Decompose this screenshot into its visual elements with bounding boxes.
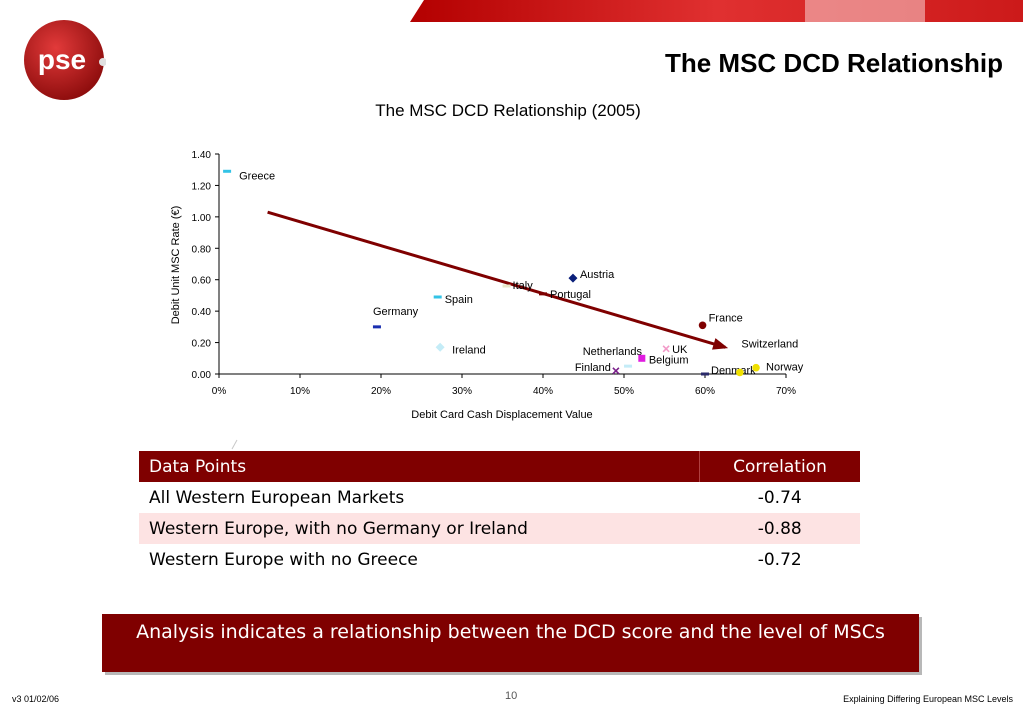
data-point-italy: Italy bbox=[502, 280, 534, 292]
point-label: Denmark bbox=[711, 365, 756, 377]
point-marker bbox=[662, 345, 670, 353]
data-point-switzerland: Switzerland bbox=[736, 338, 798, 377]
column-header-data-points: Data Points bbox=[139, 451, 700, 482]
column-header-correlation: Correlation bbox=[699, 451, 860, 482]
data-point-ireland: Ireland bbox=[435, 342, 486, 356]
point-label: Germany bbox=[373, 306, 419, 318]
trend-layer bbox=[267, 210, 729, 350]
header-banner bbox=[410, 0, 1023, 22]
x-tick-label: 20% bbox=[371, 386, 391, 397]
table-row: Western Europe with no Greece -0.72 bbox=[139, 544, 860, 575]
footer-version: v3 01/02/06 bbox=[12, 694, 60, 704]
trend-line bbox=[267, 210, 726, 349]
points-layer: Greece Germany Spain Ireland Italy Portugal Au… bbox=[223, 169, 804, 377]
row-correlation: -0.88 bbox=[699, 513, 860, 544]
point-label: Norway bbox=[766, 362, 804, 374]
y-tick-label: 0.60 bbox=[192, 276, 212, 287]
point-label: France bbox=[709, 312, 743, 324]
x-tick-label: 30% bbox=[452, 386, 472, 397]
data-point-portugal: Portugal bbox=[539, 289, 591, 301]
x-tick-label: 50% bbox=[614, 386, 634, 397]
row-label: All Western European Markets bbox=[149, 487, 405, 508]
data-point-finland: Finland bbox=[575, 362, 620, 375]
point-marker bbox=[223, 169, 232, 173]
slide-title: The MSC DCD Relationship bbox=[664, 48, 1003, 78]
y-tick-label: 0.40 bbox=[192, 307, 212, 318]
table-row: Western Europe, with no Germany or Irela… bbox=[139, 513, 860, 544]
data-point-belgium: Belgium bbox=[638, 354, 689, 366]
y-tick-label: 0.00 bbox=[192, 370, 212, 381]
point-marker bbox=[698, 321, 707, 330]
table-header-row: Data Points Correlation bbox=[139, 451, 860, 482]
summary-callout: Analysis indicates a relationship betwee… bbox=[102, 614, 919, 672]
data-point-france: France bbox=[698, 312, 743, 330]
x-tick-label: 60% bbox=[695, 386, 715, 397]
data-point-uk: UK bbox=[662, 344, 688, 356]
x-tick-label: 70% bbox=[776, 386, 796, 397]
x-axis-title: Debit Card Cash Displacement Value bbox=[411, 409, 592, 421]
x-tick-label: 40% bbox=[533, 386, 553, 397]
point-label: UK bbox=[672, 344, 688, 356]
point-marker bbox=[568, 273, 578, 283]
y-tick-label: 0.20 bbox=[192, 339, 212, 350]
point-label: Ireland bbox=[452, 344, 486, 356]
x-tick-label: 0% bbox=[212, 386, 227, 397]
chart-title: The MSC DCD Relationship (2005) bbox=[375, 101, 641, 120]
scatter-chart: The MSC DCD Relationship (2005) 0.00 0.20… bbox=[170, 101, 804, 450]
point-label: Portugal bbox=[550, 289, 591, 301]
y-tick-label: 1.40 bbox=[192, 150, 212, 161]
point-marker bbox=[752, 363, 760, 372]
trend-arrowhead bbox=[712, 338, 729, 350]
pse-logo: pse bbox=[24, 20, 106, 100]
y-tick-label: 1.20 bbox=[192, 181, 212, 192]
footer-document-title: Explaining Differing European MSC Levels bbox=[843, 694, 1013, 704]
point-marker bbox=[736, 368, 744, 377]
point-marker bbox=[701, 372, 709, 376]
point-label: Spain bbox=[445, 294, 473, 306]
row-correlation: -0.72 bbox=[757, 549, 802, 570]
point-label: Italy bbox=[513, 280, 534, 292]
point-marker bbox=[372, 325, 381, 329]
point-label: Austria bbox=[580, 269, 615, 281]
point-label: Netherlands bbox=[583, 346, 643, 358]
point-marker bbox=[435, 342, 445, 352]
point-label: Finland bbox=[575, 362, 611, 374]
data-point-germany: Germany bbox=[372, 306, 419, 329]
point-marker bbox=[502, 284, 511, 288]
row-correlation: -0.74 bbox=[757, 487, 802, 508]
point-marker bbox=[638, 354, 646, 362]
correlation-table: Data Points Correlation All Western Euro… bbox=[139, 451, 860, 575]
point-marker bbox=[624, 364, 633, 368]
data-point-denmark: Denmark bbox=[701, 365, 756, 377]
point-label: Belgium bbox=[649, 354, 689, 366]
decorative-slash bbox=[231, 439, 238, 450]
point-label: Greece bbox=[239, 170, 275, 182]
logo-text: pse bbox=[38, 44, 86, 75]
data-point-netherlands: Netherlands bbox=[583, 346, 643, 368]
y-tick-label: 0.80 bbox=[192, 244, 212, 255]
data-point-spain: Spain bbox=[433, 294, 473, 306]
point-marker bbox=[539, 292, 547, 296]
page-number: 10 bbox=[505, 690, 518, 702]
data-point-austria: Austria bbox=[568, 269, 615, 283]
point-label: Switzerland bbox=[741, 338, 798, 350]
row-label: Western Europe, with no Germany or Irela… bbox=[139, 513, 700, 544]
data-point-greece: Greece bbox=[223, 169, 275, 182]
data-point-norway: Norway bbox=[752, 362, 804, 374]
chart-axes: 0.00 0.20 0.40 0.60 0.80 1.00 1.20 1.40 0% 10% 20%… bbox=[192, 150, 797, 397]
y-axis-title: Debit Unit MSC Rate (€) bbox=[170, 206, 182, 325]
x-tick-label: 10% bbox=[290, 386, 310, 397]
table-row: All Western European Markets -0.74 bbox=[139, 482, 860, 513]
point-marker bbox=[612, 367, 620, 375]
point-marker bbox=[433, 295, 442, 299]
row-label: Western Europe with no Greece bbox=[149, 549, 418, 570]
y-tick-label: 1.00 bbox=[192, 213, 212, 224]
